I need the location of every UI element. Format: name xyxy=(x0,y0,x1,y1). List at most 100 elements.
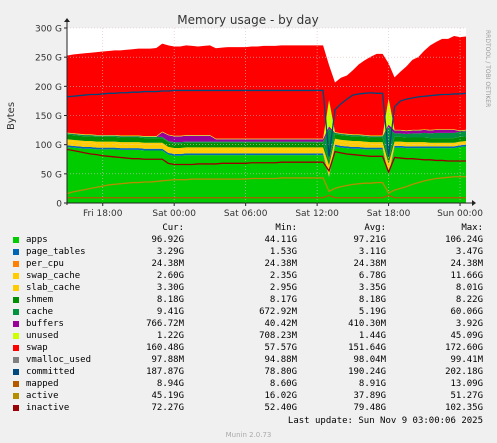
legend-name: vmalloc_used xyxy=(26,355,92,365)
legend-cur: 1.22G xyxy=(156,331,184,341)
legend-min: 44.11G xyxy=(264,235,297,245)
legend-max: 24.38M xyxy=(450,259,483,269)
x-tick-label: Sat 06:00 xyxy=(224,209,268,219)
legend-avg: 190.24G xyxy=(348,367,386,377)
legend-row-inactive: inactive 72.27G 52.40G 79.48G 102.35G xyxy=(0,402,497,414)
legend-name: per_cpu xyxy=(26,259,64,269)
legend-header-max: Max: xyxy=(461,223,483,233)
legend-cur: 24.38M xyxy=(151,259,184,269)
legend-max: 3.47G xyxy=(455,247,483,257)
legend-max: 8.22G xyxy=(455,295,483,305)
legend-avg: 37.89G xyxy=(353,391,386,401)
legend-name: apps xyxy=(26,235,48,245)
legend-cur: 97.88M xyxy=(151,355,184,365)
legend-cur: 2.60G xyxy=(156,271,184,281)
legend-name: inactive xyxy=(26,403,70,413)
legend-row-slab-cache: slab_cache 3.30G 2.95G 3.35G 8.01G xyxy=(0,282,497,294)
legend-max: 45.09G xyxy=(450,331,483,341)
legend-min: 1.53G xyxy=(269,247,297,257)
legend-header-avg: Avg: xyxy=(364,223,386,233)
x-tick-label: Sat 12:00 xyxy=(295,209,339,219)
legend-header-cur: Cur: xyxy=(162,223,184,233)
legend-min: 24.38M xyxy=(264,259,297,269)
area-cache xyxy=(67,126,466,161)
legend-row-page-tables: page_tables 3.29G 1.53G 3.11G 3.47G xyxy=(0,246,497,258)
line-active xyxy=(66,176,466,195)
x-axis-arrow xyxy=(472,200,476,206)
legend-swatch xyxy=(13,297,19,303)
legend-avg: 410.30M xyxy=(348,319,386,329)
legend-min: 8.60G xyxy=(269,379,297,389)
legend-max: 102.35G xyxy=(445,403,483,413)
legend-name: cache xyxy=(26,307,54,317)
legend-cur: 8.94G xyxy=(156,379,184,389)
area-buffers xyxy=(67,124,466,143)
legend-avg: 98.04M xyxy=(353,355,386,365)
legend-avg: 8.91G xyxy=(358,379,386,389)
legend-max: 106.24G xyxy=(445,235,483,245)
legend-min: 52.40G xyxy=(264,403,297,413)
legend-name: swap_cache xyxy=(26,271,81,281)
line-mapped xyxy=(67,194,466,199)
legend-max: 172.60G xyxy=(445,343,483,353)
legend-swatch xyxy=(13,261,19,267)
area-shmem xyxy=(67,133,466,166)
legend-swatch xyxy=(13,369,19,375)
munin-version: Munin 2.0.73 xyxy=(225,431,272,439)
legend-avg: 97.21G xyxy=(353,235,386,245)
legend-cur: 8.18G xyxy=(156,295,184,305)
legend-swatch xyxy=(13,333,19,339)
legend-cur: 3.29G xyxy=(156,247,184,257)
legend-swatch xyxy=(13,345,19,351)
legend-row-active: active 45.19G 16.02G 37.89G 51.27G xyxy=(0,390,497,402)
legend-max: 8.01G xyxy=(455,283,483,293)
legend-cur: 160.48G xyxy=(146,343,184,353)
legend-row-buffers: buffers 766.72M 40.42M 410.30M 3.92G xyxy=(0,318,497,330)
legend-avg: 151.64G xyxy=(348,343,386,353)
y-axis-arrow xyxy=(64,18,70,22)
legend-name: mapped xyxy=(26,379,59,389)
legend-max: 202.18G xyxy=(445,367,483,377)
legend-row-committed: committed 187.87G 78.80G 190.24G 202.18G xyxy=(0,366,497,378)
x-tick-label: Sun 00:00 xyxy=(437,209,483,219)
y-tick-label: 250 G xyxy=(35,54,62,64)
legend-max: 51.27G xyxy=(450,391,483,401)
area-slab-cache xyxy=(67,138,466,171)
legend-min: 2.95G xyxy=(269,283,297,293)
plot-area: 0 50 G 100 G 150 G 200 G 250 G 300 G Fri 18:00 S… xyxy=(35,18,483,219)
legend-min: 94.88M xyxy=(264,355,297,365)
last-update: Last update: Sun Nov 9 03:00:06 2025 xyxy=(287,416,483,426)
legend-min: 2.35G xyxy=(269,271,297,281)
legend-cur: 45.19G xyxy=(151,391,184,401)
legend-min: 708.23M xyxy=(259,331,297,341)
legend-row-per-cpu: per_cpu 24.38M 24.38M 24.38M 24.38M xyxy=(0,258,497,270)
legend-max: 60.06G xyxy=(450,307,483,317)
legend-cur: 72.27G xyxy=(151,403,184,413)
area-unused xyxy=(67,98,466,140)
legend-swatch xyxy=(13,405,19,411)
area-swap xyxy=(67,35,466,139)
legend-cur: 187.87G xyxy=(146,367,184,377)
legend-max: 11.66G xyxy=(450,271,483,281)
legend-cur: 96.92G xyxy=(151,235,184,245)
legend-avg: 79.48G xyxy=(353,403,386,413)
legend-swatch xyxy=(13,237,19,243)
y-tick-label: 100 G xyxy=(35,141,62,151)
chart-title: Memory usage - by day xyxy=(177,13,318,27)
x-tick-label: Sat 18:00 xyxy=(367,209,411,219)
legend-avg: 3.35G xyxy=(358,283,386,293)
legend-row-apps: apps 96.92G 44.11G 97.21G 106.24G xyxy=(0,234,497,246)
legend-header-min: Min: xyxy=(275,223,297,233)
legend-row-unused: unused 1.22G 708.23M 1.44G 45.09G xyxy=(0,330,497,342)
legend-cur: 766.72M xyxy=(146,319,184,329)
legend-max: 13.09G xyxy=(450,379,483,389)
legend-swatch xyxy=(13,381,19,387)
legend-max: 3.92G xyxy=(455,319,483,329)
rrdtool-watermark: RRDTOOL / TOBI OETIKER xyxy=(484,30,491,107)
legend-cur: 9.41G xyxy=(156,307,184,317)
legend-min: 57.57G xyxy=(264,343,297,353)
x-tick-label: Fri 18:00 xyxy=(83,209,123,219)
legend-name: page_tables xyxy=(26,247,86,257)
legend-min: 8.17G xyxy=(269,295,297,305)
legend-min: 16.02G xyxy=(264,391,297,401)
